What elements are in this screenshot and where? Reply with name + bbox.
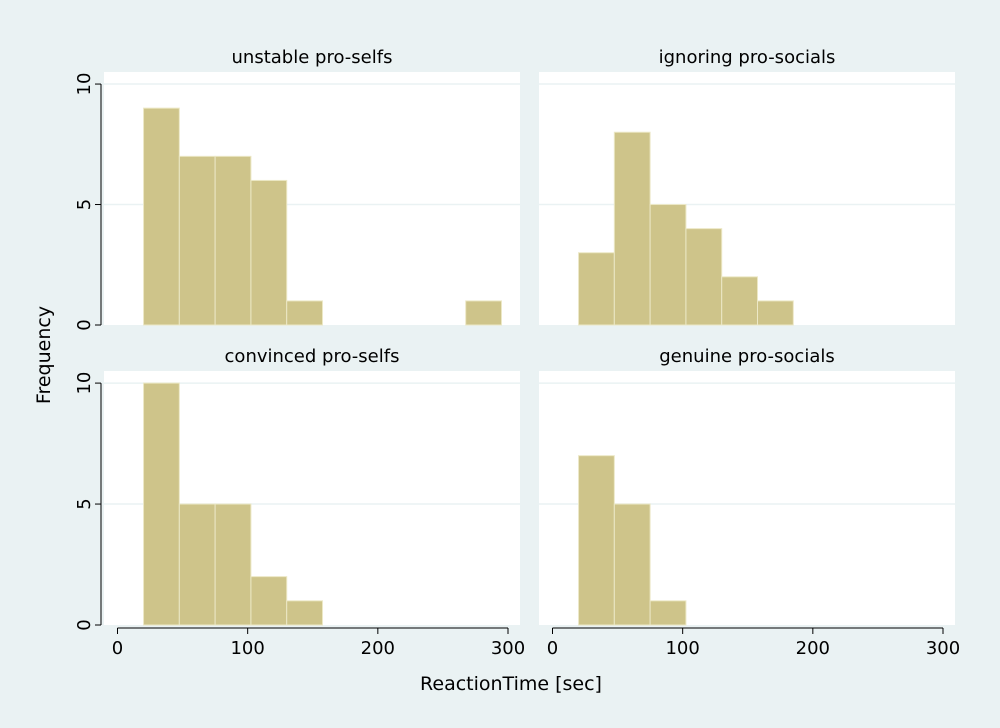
y-tick-label: 10 [74, 73, 95, 96]
histogram-bar [214, 155, 252, 326]
x-tick-label: 0 [112, 638, 123, 659]
histogram-bar [286, 300, 324, 326]
axis-labels: ReactionTime [sec] Frequency [33, 306, 602, 695]
panel-title: ignoring pro-socials [659, 47, 836, 68]
panel-ignoring-pro-socials: ignoring pro-socials [539, 42, 955, 326]
panel-header [539, 42, 955, 72]
histogram-bar [649, 600, 687, 626]
y-axis-title: Frequency [33, 306, 55, 404]
x-axis-title: ReactionTime [sec] [420, 673, 602, 695]
histogram-bar [613, 131, 651, 326]
histogram-bar [613, 503, 651, 626]
panel-grid: unstable pro-selfs 0 5 10 ignoring pro-socia… [74, 42, 960, 659]
panel-title: unstable pro-selfs [232, 47, 393, 68]
panel-title: genuine pro-socials [659, 346, 835, 367]
histogram-bar [465, 300, 502, 326]
x-tick-label: 200 [361, 638, 395, 659]
histogram-bar [757, 300, 794, 326]
panel-genuine-pro-socials: genuine pro-socials 0 100 200 300 [539, 341, 960, 659]
panel-header [104, 341, 520, 371]
x-tick-label: 200 [796, 638, 830, 659]
y-tick-label: 5 [74, 498, 95, 509]
histogram-bar [178, 503, 216, 626]
histogram-bar [721, 276, 759, 326]
y-tick-label: 10 [74, 372, 95, 395]
histogram-bar [685, 228, 723, 326]
panel-unstable-pro-selfs: unstable pro-selfs 0 5 10 [74, 42, 520, 331]
histogram-bar [250, 576, 288, 626]
panel-header [104, 42, 520, 72]
y-tick-label: 0 [74, 619, 95, 630]
panel-header [539, 341, 955, 371]
histogram-bar [143, 382, 180, 626]
histogram-bar [578, 455, 615, 626]
histogram-bar [649, 204, 687, 326]
x-tick-label: 300 [491, 638, 525, 659]
histogram-bar [578, 252, 615, 326]
panel-title: convinced pro-selfs [225, 346, 400, 367]
histogram-bar [214, 503, 252, 626]
x-tick-label: 100 [230, 638, 264, 659]
histogram-bar [286, 600, 324, 626]
x-tick-label: 300 [926, 638, 960, 659]
x-tick-label: 100 [665, 638, 699, 659]
x-tick-label: 0 [547, 638, 558, 659]
histogram-bar [250, 179, 288, 326]
y-tick-label: 0 [74, 319, 95, 330]
histogram-bar [178, 155, 216, 326]
y-tick-label: 5 [74, 199, 95, 210]
histogram-bar [143, 107, 180, 326]
